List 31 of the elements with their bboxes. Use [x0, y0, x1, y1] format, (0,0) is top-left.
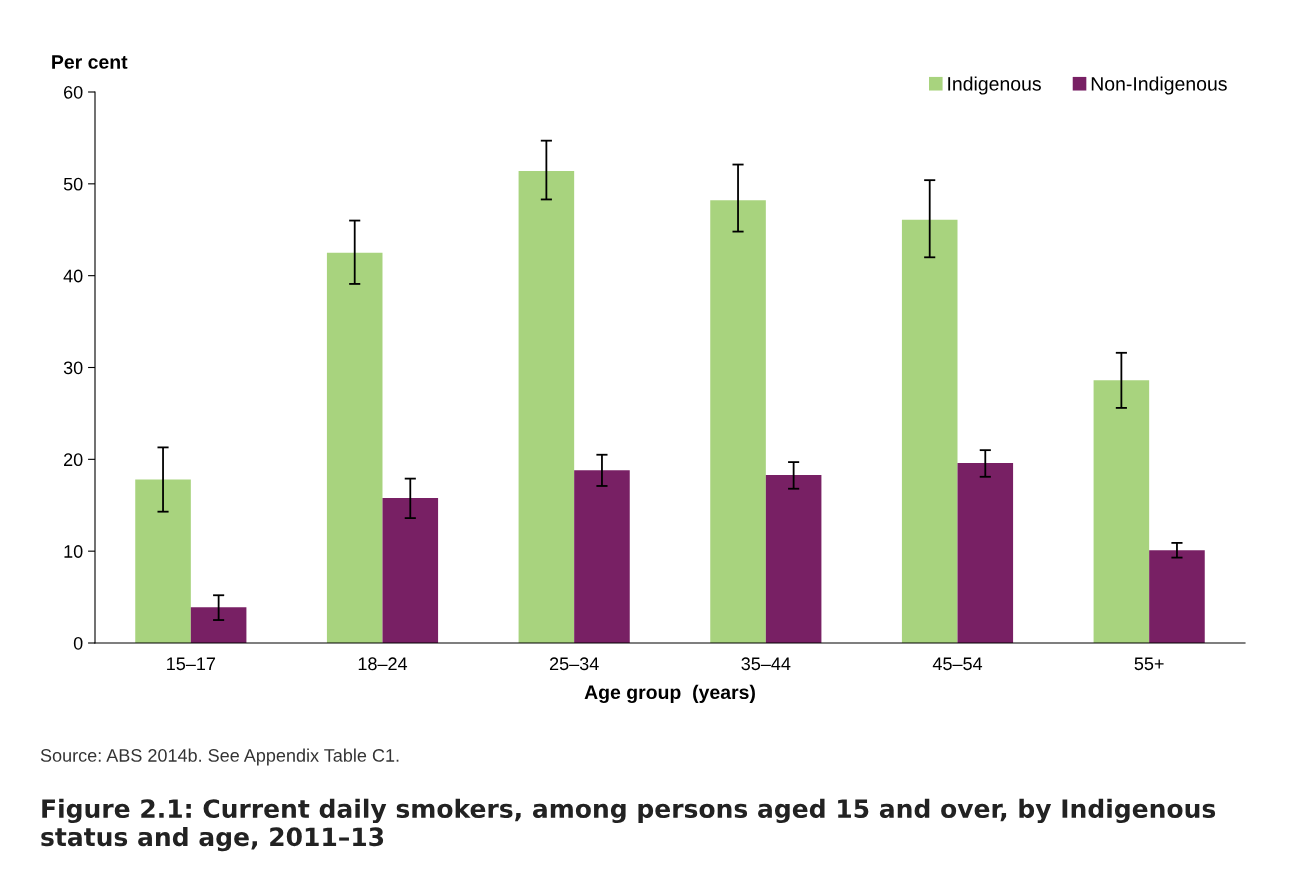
x-tick-label: 15–17: [167, 657, 216, 671]
y-tick-label: 10: [64, 545, 83, 558]
bar: [1093, 380, 1150, 643]
y-tick-label: 30: [63, 361, 83, 375]
legend-label: Non-Indigenous: [1091, 76, 1227, 95]
legend-label: Indigenous: [948, 76, 1041, 95]
bar: [1149, 550, 1205, 643]
y-tick-label: 60: [64, 85, 83, 99]
bar: [326, 252, 383, 643]
bar: [518, 170, 575, 643]
y-axis-title: Per cent: [52, 55, 128, 69]
x-tick-label: 55+: [1134, 657, 1164, 671]
bar: [901, 219, 958, 643]
bar: [765, 474, 822, 643]
bar: [710, 200, 766, 643]
text: Figure 2.1: Current daily smokers, among persons aged 15 and over, by Indigenous status and age, 2011–13: [41, 798, 1216, 852]
x-tick-label: 18–24: [358, 657, 408, 671]
x-tick-label: 45–54: [932, 657, 983, 671]
y-tick-label: 0: [73, 636, 83, 650]
y-tick-label: 20: [64, 453, 83, 467]
bar: [135, 479, 191, 643]
bar: [957, 463, 1014, 643]
y-tick-label: 40: [63, 269, 83, 283]
x-tick-label: 35–44: [741, 657, 791, 671]
bar: [382, 497, 439, 643]
x-axis-title: Age group (years): [584, 684, 755, 704]
x-tick-label: 25–34: [549, 657, 599, 671]
bar: [190, 607, 247, 643]
y-tick-label: 50: [63, 177, 83, 191]
bar: [574, 470, 630, 643]
source-note: Source: ABS 2014b. See Appendix Table C1.: [40, 748, 399, 766]
